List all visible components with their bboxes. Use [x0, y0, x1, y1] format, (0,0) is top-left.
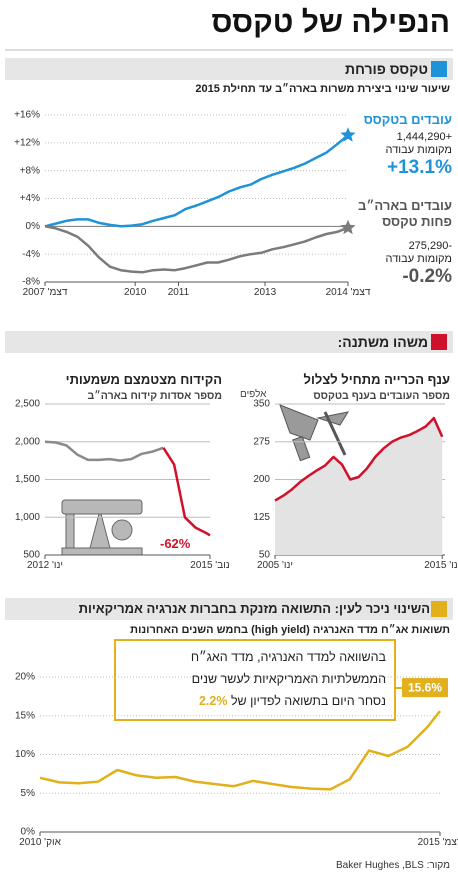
area	[275, 418, 443, 555]
jobs-unit: מקומות עבודה	[385, 253, 452, 265]
section-icon	[431, 334, 447, 350]
section-bar	[5, 58, 453, 80]
x-tick-label: דצמ' 2015	[417, 837, 458, 848]
x-tick-label: ינו' 2005	[256, 560, 294, 571]
x-tick-label: נוב' 2015	[190, 560, 230, 571]
end-marker	[340, 219, 356, 235]
y-tick-label: +8%	[20, 165, 40, 176]
series-name: עובדים בארה״ב פחות טקסס	[358, 198, 452, 229]
end-marker	[340, 127, 356, 142]
x-tick-label: 2013	[253, 287, 277, 298]
y-tick-label: 10%	[15, 749, 35, 760]
section-icon	[431, 601, 447, 617]
value-label-box	[402, 678, 448, 698]
x-tick-label: 2010	[124, 287, 147, 298]
y-tick-label: 15%	[15, 710, 35, 721]
page-title: הנפילה של טקסס	[211, 6, 450, 39]
y-tick-label: 0%	[21, 827, 36, 838]
jobs-unit: מקומות עבודה	[385, 144, 452, 156]
line	[162, 447, 211, 537]
chart-title: ענף הכרייה מתחיל לצלול	[303, 372, 450, 387]
line	[44, 440, 164, 462]
annotation-highlight: 2.2%	[198, 694, 228, 708]
y-tick-label: 0%	[26, 221, 41, 232]
y-tick-label: 20%	[15, 672, 35, 683]
y-tick-label: 500	[23, 550, 40, 561]
value-label: 15.6%	[408, 680, 442, 694]
annotation: -62%	[160, 536, 191, 551]
y-tick-label: 50	[259, 550, 271, 561]
chart-title: הקידוח מצטמצם משמעותי	[65, 372, 222, 387]
y-tick-label: -8%	[22, 277, 40, 288]
change-label: -0.2%	[402, 266, 452, 287]
y-tick-label: 2,000	[15, 436, 40, 447]
y-tick-label: +12%	[14, 137, 40, 148]
y-tick-label: 2,500	[15, 399, 40, 410]
y-tick-label: 350	[253, 399, 270, 410]
y-tick-label: 1,500	[15, 474, 40, 485]
y-tick-label: 200	[253, 474, 270, 485]
annotation-line: הממשלתיות האמריקאיות לעשר שנים	[191, 672, 386, 686]
y-tick-label: +4%	[20, 193, 40, 204]
x-tick-label: דצמ' 2007	[22, 287, 68, 298]
annotation-box	[114, 639, 396, 721]
section-title: טקסס פורחת	[345, 61, 428, 77]
section-icon	[431, 61, 447, 77]
source: מקור: Baker Hughes ,BLS	[336, 860, 450, 871]
x-tick-label: דצמ' 2014	[325, 287, 371, 298]
annotation-text: בהשוואה למדד האנרגיה, מדד האג״ח הממשלתיו…	[191, 646, 386, 712]
jobs-label: -275,290	[408, 240, 452, 252]
x-tick-label: ינו' 2012	[26, 560, 64, 571]
line	[44, 225, 349, 274]
y-tick-label: +16%	[14, 110, 40, 121]
annotation-line-text: נסחר היום בתשואה לפדיון של	[230, 694, 386, 708]
x-tick-label: 2011	[167, 287, 190, 298]
pumpjack-icon	[61, 499, 143, 556]
chart-subtitle: מספר העובדים בענף בטקסס	[313, 390, 450, 402]
section-subtitle: תשואות אג״ח מדד האנרגיה (high yield) בחמ…	[130, 624, 450, 636]
section-bar	[5, 598, 453, 620]
y-tick-label: 1,000	[15, 512, 40, 523]
section-title: משהו משתנה:	[337, 334, 428, 350]
jobs-label: +1,444,290	[396, 131, 452, 143]
line	[39, 710, 441, 791]
y-tick-label: 275	[253, 436, 270, 447]
y-tick-label: -4%	[22, 249, 40, 260]
change-label: +13.1%	[387, 157, 452, 178]
pickaxe-icon	[279, 404, 350, 462]
section-bar	[5, 331, 453, 353]
y-tick-label: 125	[253, 512, 270, 523]
section-title: השינוי ניכר לעין: התשואה מזנקת בחברות אנ…	[78, 601, 430, 616]
line	[44, 134, 349, 228]
y-unit: אלפים	[240, 389, 267, 400]
line	[274, 416, 444, 502]
chart-subtitle: מספר אסדות קידוח בארה״ב	[87, 390, 222, 402]
section-subtitle: שיעור שינוי ביצירת משרות בארה״ב עד תחילת…	[195, 83, 450, 95]
annotation-line: בהשוואה למדד האנרגיה, מדד האג״ח	[190, 650, 386, 664]
x-tick-label: ינו' 2015	[424, 560, 458, 571]
series-name: עובדים בטקסס	[363, 112, 452, 127]
x-tick-label: אוק' 2010	[19, 837, 61, 848]
annotation-line: נסחר היום בתשואה לפדיון של 2.2%	[191, 690, 386, 712]
y-tick-label: 5%	[21, 788, 36, 799]
